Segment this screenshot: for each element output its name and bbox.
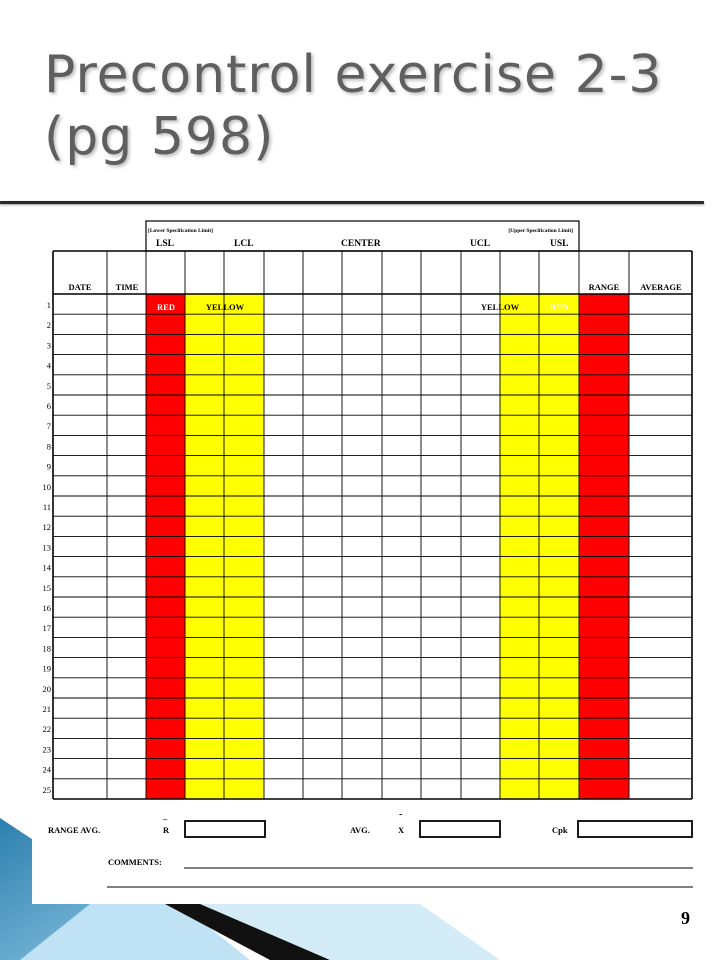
- row-number: 24: [43, 765, 52, 775]
- row-number: 21: [43, 704, 52, 714]
- form-grid: [52, 250, 693, 800]
- red-right-label: RED: [550, 302, 568, 312]
- r-bar: –: [162, 814, 168, 824]
- row-number: 11: [43, 502, 51, 512]
- row-number: 16: [43, 603, 52, 613]
- page-number: 9: [681, 908, 690, 928]
- avg-label: AVG.: [350, 825, 370, 835]
- row-numbers: 1234567891011121314151617181920212223242…: [43, 300, 52, 795]
- yellow-zone-right-1: [500, 294, 539, 799]
- slide-title-line-1: Precontrol exercise 2-3: [44, 45, 663, 105]
- yellow-zone-right-2: [539, 294, 579, 799]
- lcl-label: LCL: [234, 239, 254, 249]
- center-label: CENTER: [341, 239, 381, 249]
- row-number: 19: [43, 664, 52, 674]
- row-number: 12: [43, 522, 52, 532]
- row-number: 8: [47, 441, 51, 451]
- yellow-zone-left-1: [185, 294, 224, 799]
- comments-label: COMMENTS:: [108, 857, 162, 867]
- yellow-zone-left-2: [224, 294, 264, 799]
- lsl-label: LSL: [156, 239, 174, 249]
- cpk-label: Cpk: [552, 825, 568, 835]
- row-number: 3: [47, 340, 51, 350]
- row-number: 13: [43, 542, 52, 552]
- row-number: 5: [47, 381, 51, 391]
- red-zone-right: [579, 294, 629, 799]
- usl-note: [Upper Specification Limit]: [508, 228, 573, 234]
- yellow-right-label: YELLOW: [481, 302, 520, 312]
- row-number: 20: [43, 684, 52, 694]
- row-number: 17: [43, 623, 52, 633]
- date-header: DATE: [69, 282, 92, 292]
- range-avg-label: RANGE AVG.: [48, 825, 100, 835]
- average-header: AVERAGE: [640, 282, 682, 292]
- r-symbol: R: [163, 825, 170, 835]
- x-symbol: X: [398, 825, 405, 835]
- slide-title-line-2: (pg 598): [44, 107, 275, 167]
- row-number: 22: [43, 724, 52, 734]
- range-header: RANGE: [589, 282, 620, 292]
- red-zone-left: [146, 294, 185, 799]
- precontrol-form: [Lower Specification Limit] [Upper Speci…: [32, 219, 720, 904]
- range-avg-box[interactable]: [184, 820, 266, 838]
- row-number: 4: [47, 361, 52, 371]
- row-number: 9: [47, 462, 51, 472]
- time-header: TIME: [116, 282, 139, 292]
- color-zones: [146, 294, 629, 799]
- row-number: 7: [47, 421, 51, 431]
- row-number: 6: [47, 401, 51, 411]
- slide-title: Precontrol exercise 2-3 (pg 598): [44, 44, 704, 168]
- precontrol-chart-form: [Lower Specification Limit] [Upper Speci…: [43, 220, 693, 888]
- row-number: 10: [43, 482, 52, 492]
- cpk-box[interactable]: [577, 820, 693, 838]
- x-bar: -: [399, 809, 402, 820]
- red-left-label: RED: [157, 302, 175, 312]
- lsl-note: [Lower Specification Limit]: [148, 228, 213, 234]
- row-number: 25: [43, 785, 52, 795]
- row-number: 18: [43, 643, 52, 653]
- average-box[interactable]: [419, 820, 501, 838]
- row-number: 15: [43, 583, 52, 593]
- yellow-left-label: YELLOW: [206, 302, 245, 312]
- row-number: 14: [43, 563, 52, 573]
- row-number: 1: [47, 300, 51, 310]
- row-number: 2: [47, 320, 51, 330]
- row-number: 23: [43, 744, 52, 754]
- title-divider: [0, 201, 704, 204]
- ucl-label: UCL: [470, 239, 490, 249]
- usl-label: USL: [550, 239, 568, 249]
